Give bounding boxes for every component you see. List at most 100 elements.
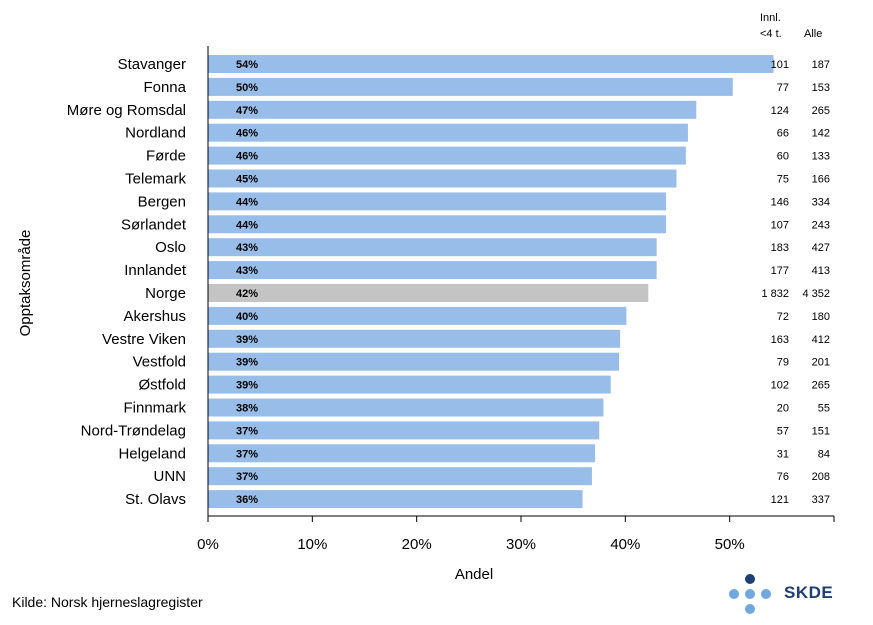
value-label: 37%: [236, 448, 258, 460]
logo-text: SKDE: [784, 583, 834, 602]
category-labels: Stavanger Fonna Møre og Romsdal Nordland Før…: [67, 56, 187, 508]
table-cell-innl: 76: [777, 471, 789, 483]
category-label: UNN: [154, 468, 187, 485]
value-label: 42%: [236, 288, 258, 300]
category-label: St. Olavs: [125, 491, 186, 508]
value-label: 37%: [236, 471, 258, 483]
table-cell-alle: 208: [812, 471, 830, 483]
table-cell-alle: 337: [812, 494, 830, 506]
category-label: Innlandet: [124, 262, 187, 279]
value-label: 46%: [236, 151, 258, 163]
table-header-alle: Alle: [804, 28, 822, 40]
value-label: 43%: [236, 242, 258, 254]
value-label: 39%: [236, 357, 258, 369]
bar-norge: [208, 284, 649, 302]
bar-bergen: [208, 192, 667, 211]
value-label: 39%: [236, 334, 258, 346]
category-label: Nordland: [125, 125, 186, 142]
x-tick-label: 30%: [506, 536, 536, 553]
category-label: Vestre Viken: [102, 331, 186, 348]
table-cell-alle: 265: [812, 105, 830, 117]
value-label: 44%: [236, 196, 258, 208]
table-cell-alle: 142: [812, 128, 830, 140]
bar-unn: [208, 467, 592, 486]
table-cell-innl: 146: [771, 196, 789, 208]
table-cell-innl: 66: [777, 128, 789, 140]
category-label: Vestfold: [133, 354, 186, 371]
table-cell-alle: 187: [812, 59, 830, 71]
y-axis-title: Opptaksområde: [17, 230, 34, 337]
category-label: Stavanger: [118, 56, 186, 73]
category-label: Akershus: [123, 308, 186, 325]
table-cell-innl: 124: [771, 105, 789, 117]
bar-fonna: [208, 77, 733, 96]
bars-layer: 54% 50% 47% 46% 46% 45% 44% 44% 43% 43% 42% 40% 39% 3…: [208, 55, 774, 509]
bar-førde: [208, 146, 686, 165]
category-label: Østfold: [138, 377, 186, 394]
x-axis: 0% 10% 20% 30% 40% 50%: [197, 46, 835, 553]
table-cell-innl: 31: [777, 448, 789, 460]
table-cell-alle: 427: [812, 242, 830, 254]
skde-logo: SKDE: [728, 572, 848, 616]
table-cell-innl: 101: [771, 59, 789, 71]
x-tick-label: 0%: [197, 536, 219, 553]
bar-møre-og-romsdal: [208, 100, 697, 119]
category-label: Møre og Romsdal: [67, 102, 186, 119]
bar-stavanger: [208, 55, 774, 73]
bar-telemark: [208, 169, 677, 188]
bar-østfold: [208, 375, 611, 394]
value-label: 37%: [236, 425, 258, 437]
value-label: 39%: [236, 380, 258, 392]
value-label: 46%: [236, 128, 258, 140]
table-cell-innl: 72: [777, 311, 789, 323]
category-label: Fonna: [143, 79, 186, 96]
table-cell-innl: 121: [771, 494, 789, 506]
table-cell-alle: 55: [818, 403, 830, 415]
bar-oslo: [208, 238, 657, 257]
value-label: 38%: [236, 403, 258, 415]
value-label: 45%: [236, 174, 258, 186]
table-cell-innl: 79: [777, 357, 789, 369]
bar-st-olavs: [208, 490, 583, 509]
value-label: 47%: [236, 105, 258, 117]
category-label: Telemark: [125, 171, 186, 188]
value-label: 44%: [236, 219, 258, 231]
bar-nord-trøndelag: [208, 421, 600, 440]
table-cell-innl: 1 832: [761, 288, 789, 300]
bar-finnmark: [208, 398, 604, 417]
category-label: Førde: [146, 148, 186, 165]
table-cell-innl: 107: [771, 219, 789, 231]
x-tick-label: 10%: [297, 536, 327, 553]
value-label: 54%: [236, 59, 258, 71]
category-label: Bergen: [138, 193, 186, 210]
table-cell-alle: 243: [812, 219, 830, 231]
table-cell-innl: 102: [771, 380, 789, 392]
bar-innlandet: [208, 261, 657, 280]
value-label: 43%: [236, 265, 258, 277]
table-cell-alle: 133: [812, 151, 830, 163]
category-label: Nord-Trøndelag: [81, 422, 186, 439]
table-cell-innl: 77: [777, 82, 789, 94]
value-label: 36%: [236, 494, 258, 506]
bar-nordland: [208, 123, 688, 142]
category-label: Finnmark: [123, 400, 186, 417]
table-cell-alle: 151: [812, 425, 830, 437]
source-note: Kilde: Norsk hjerneslagregister: [12, 594, 203, 610]
table-header-innl-line2: <4 t.: [760, 28, 782, 40]
table-cell-alle: 265: [812, 380, 830, 392]
table-cell-alle: 412: [812, 334, 830, 346]
table-cell-alle: 201: [812, 357, 830, 369]
table-cell-alle: 413: [812, 265, 830, 277]
table-cell-innl: 60: [777, 151, 789, 163]
bar-akershus: [208, 306, 627, 325]
table-cell-innl: 57: [777, 425, 789, 437]
table-cell-alle: 180: [812, 311, 830, 323]
table-cell-innl: 183: [771, 242, 789, 254]
table-cell-alle: 153: [812, 82, 830, 94]
x-tick-label: 20%: [402, 536, 432, 553]
bar-vestfold: [208, 352, 620, 371]
category-label: Oslo: [155, 239, 186, 256]
x-tick-label: 50%: [715, 536, 745, 553]
category-label: Sørlandet: [121, 216, 187, 233]
table-cell-alle: 334: [812, 196, 830, 208]
